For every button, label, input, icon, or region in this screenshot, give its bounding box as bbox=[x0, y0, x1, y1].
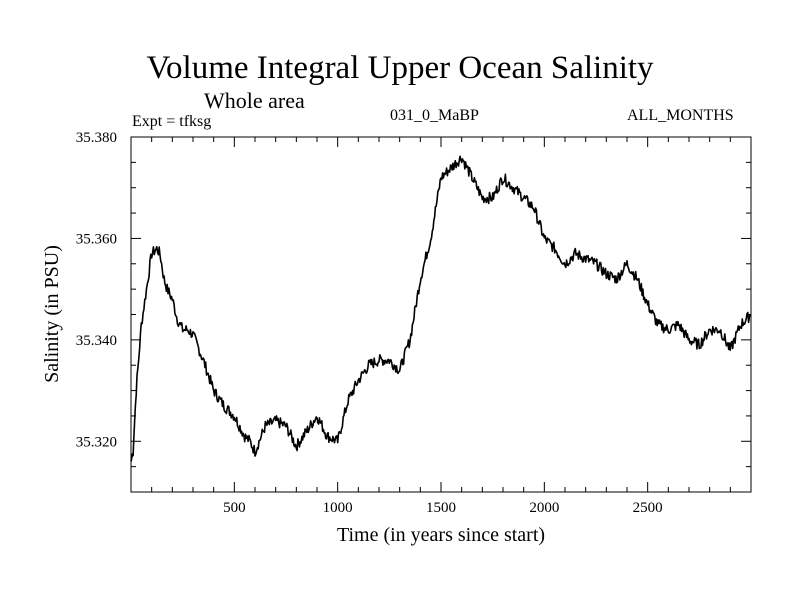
y-tick-label: 35.360 bbox=[76, 231, 117, 247]
y-tick-label: 35.380 bbox=[76, 130, 117, 146]
chart-subtitle: Whole area bbox=[204, 88, 305, 113]
y-tick-label: 35.320 bbox=[76, 434, 117, 450]
y-axis-label: Salinity (in PSU) bbox=[41, 245, 63, 383]
x-tick-label: 500 bbox=[223, 500, 246, 516]
x-tick-label: 1500 bbox=[426, 500, 456, 516]
experiment-label: Expt = tfksg bbox=[132, 113, 212, 130]
x-tick-label: 2000 bbox=[529, 500, 559, 516]
salinity-series-line bbox=[130, 155, 752, 462]
x-tick-label: 1000 bbox=[323, 500, 353, 516]
months-label: ALL_MONTHS bbox=[627, 107, 734, 124]
chart-title: Volume Integral Upper Ocean Salinity bbox=[146, 50, 654, 86]
x-tick-label: 2500 bbox=[633, 500, 663, 516]
run-label: 031_0_MaBP bbox=[390, 107, 479, 124]
y-tick-label: 35.340 bbox=[76, 333, 117, 349]
x-axis-label: Time (in years since start) bbox=[337, 524, 545, 546]
plot-frame bbox=[130, 136, 752, 493]
